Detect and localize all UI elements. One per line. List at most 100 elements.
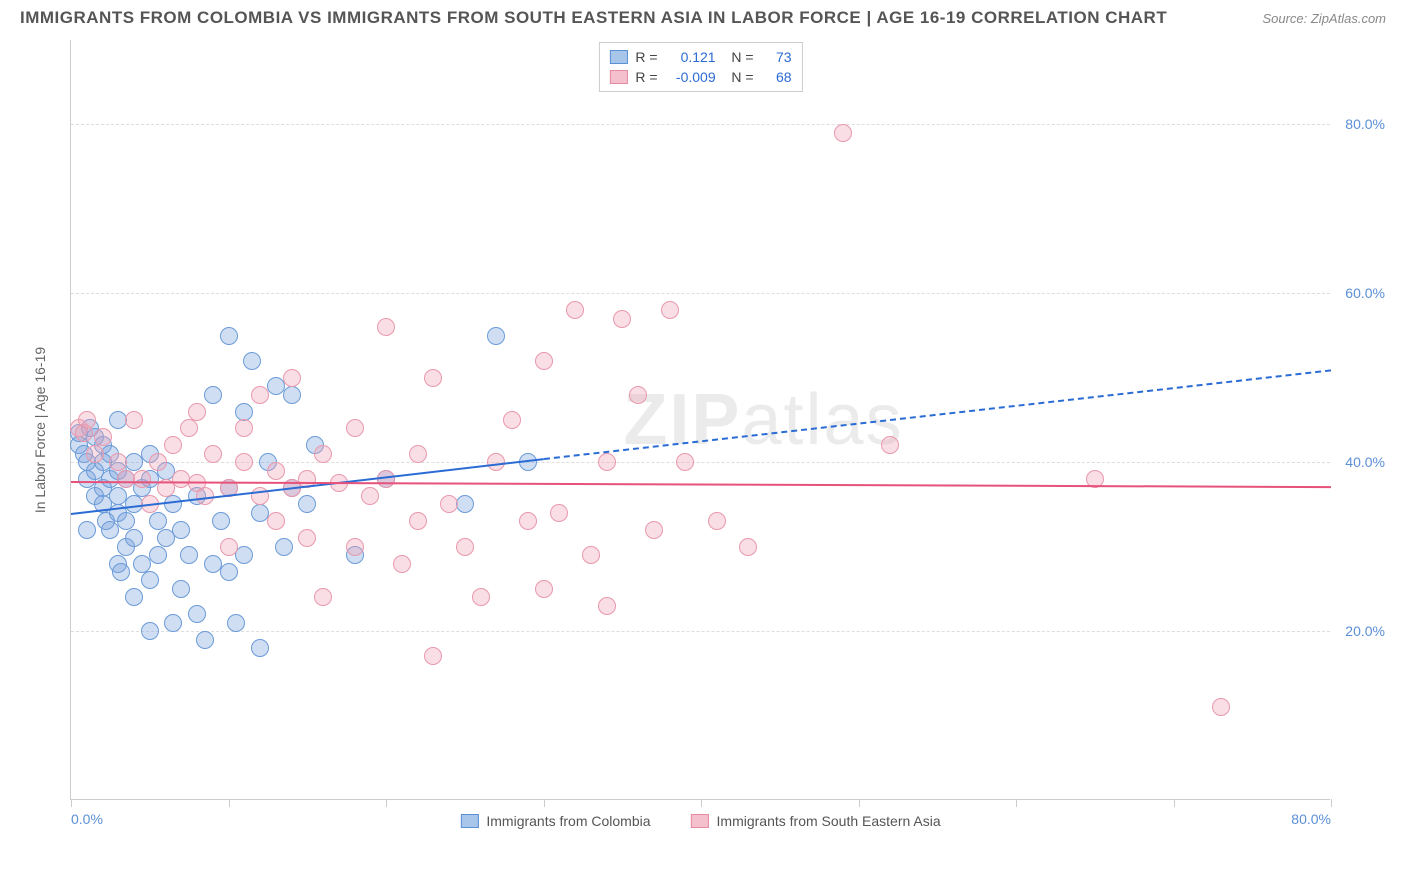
data-point: [487, 327, 505, 345]
data-point: [409, 512, 427, 530]
data-point: [235, 419, 253, 437]
legend-series-item: Immigrants from Colombia: [460, 813, 650, 829]
x-tick: [386, 799, 387, 807]
data-point: [220, 538, 238, 556]
data-point: [503, 411, 521, 429]
stat-r-label: R =: [635, 67, 657, 87]
y-axis-label: In Labor Force | Age 16-19: [32, 347, 48, 513]
data-point: [275, 538, 293, 556]
data-point: [314, 588, 332, 606]
data-point: [220, 563, 238, 581]
x-tick: [1016, 799, 1017, 807]
data-point: [1212, 698, 1230, 716]
data-point: [125, 411, 143, 429]
data-point: [881, 436, 899, 454]
data-point: [117, 512, 135, 530]
legend-series-item: Immigrants from South Eastern Asia: [691, 813, 941, 829]
data-point: [456, 495, 474, 513]
data-point: [212, 512, 230, 530]
data-point: [251, 639, 269, 657]
data-point: [125, 588, 143, 606]
y-tick-label: 60.0%: [1345, 285, 1385, 301]
legend-stats-box: R =0.121 N =73R =-0.009 N =68: [598, 42, 802, 92]
watermark: ZIPatlas: [623, 379, 903, 461]
legend-swatch: [609, 50, 627, 64]
data-point: [661, 301, 679, 319]
data-point: [566, 301, 584, 319]
data-point: [629, 386, 647, 404]
data-point: [164, 436, 182, 454]
stat-n-value: 73: [762, 47, 792, 67]
data-point: [149, 512, 167, 530]
data-point: [243, 352, 261, 370]
x-tick: [1331, 799, 1332, 807]
x-tick: [701, 799, 702, 807]
data-point: [834, 124, 852, 142]
trendline-extrapolated: [543, 369, 1331, 460]
data-point: [283, 369, 301, 387]
stat-n-label: N =: [724, 47, 754, 67]
x-tick: [1174, 799, 1175, 807]
data-point: [582, 546, 600, 564]
y-tick-label: 20.0%: [1345, 623, 1385, 639]
data-point: [220, 327, 238, 345]
chart-container: In Labor Force | Age 16-19 ZIPatlas R =0…: [50, 40, 1390, 820]
data-point: [676, 453, 694, 471]
data-point: [235, 546, 253, 564]
data-point: [109, 453, 127, 471]
data-point: [424, 647, 442, 665]
data-point: [227, 614, 245, 632]
stat-n-label: N =: [724, 67, 754, 87]
data-point: [708, 512, 726, 530]
data-point: [598, 453, 616, 471]
data-point: [141, 622, 159, 640]
data-point: [188, 403, 206, 421]
stat-r-label: R =: [635, 47, 657, 67]
data-point: [361, 487, 379, 505]
legend-series: Immigrants from Colombia Immigrants from …: [460, 813, 940, 829]
legend-swatch: [691, 814, 709, 828]
data-point: [377, 318, 395, 336]
data-point: [267, 462, 285, 480]
data-point: [314, 445, 332, 463]
legend-series-label: Immigrants from Colombia: [486, 813, 650, 829]
data-point: [164, 614, 182, 632]
x-tick: [544, 799, 545, 807]
gridline-h: [71, 631, 1330, 632]
gridline-h: [71, 293, 1330, 294]
data-point: [613, 310, 631, 328]
data-point: [346, 419, 364, 437]
data-point: [298, 495, 316, 513]
x-tick: [71, 799, 72, 807]
data-point: [393, 555, 411, 573]
data-point: [346, 538, 364, 556]
data-point: [86, 445, 104, 463]
legend-stats-row: R =0.121 N =73: [609, 47, 791, 67]
source-attribution: Source: ZipAtlas.com: [1262, 11, 1386, 26]
data-point: [298, 529, 316, 547]
data-point: [472, 588, 490, 606]
stat-n-value: 68: [762, 67, 792, 87]
data-point: [164, 495, 182, 513]
x-tick: [229, 799, 230, 807]
x-tick: [859, 799, 860, 807]
data-point: [112, 563, 130, 581]
data-point: [125, 529, 143, 547]
data-point: [172, 580, 190, 598]
data-point: [519, 512, 537, 530]
data-point: [535, 352, 553, 370]
data-point: [180, 419, 198, 437]
data-point: [267, 512, 285, 530]
legend-series-label: Immigrants from South Eastern Asia: [717, 813, 941, 829]
data-point: [235, 453, 253, 471]
data-point: [188, 605, 206, 623]
data-point: [196, 631, 214, 649]
data-point: [149, 453, 167, 471]
data-point: [149, 546, 167, 564]
y-tick-label: 80.0%: [1345, 116, 1385, 132]
data-point: [739, 538, 757, 556]
data-point: [456, 538, 474, 556]
data-point: [204, 386, 222, 404]
legend-stats-row: R =-0.009 N =68: [609, 67, 791, 87]
data-point: [440, 495, 458, 513]
